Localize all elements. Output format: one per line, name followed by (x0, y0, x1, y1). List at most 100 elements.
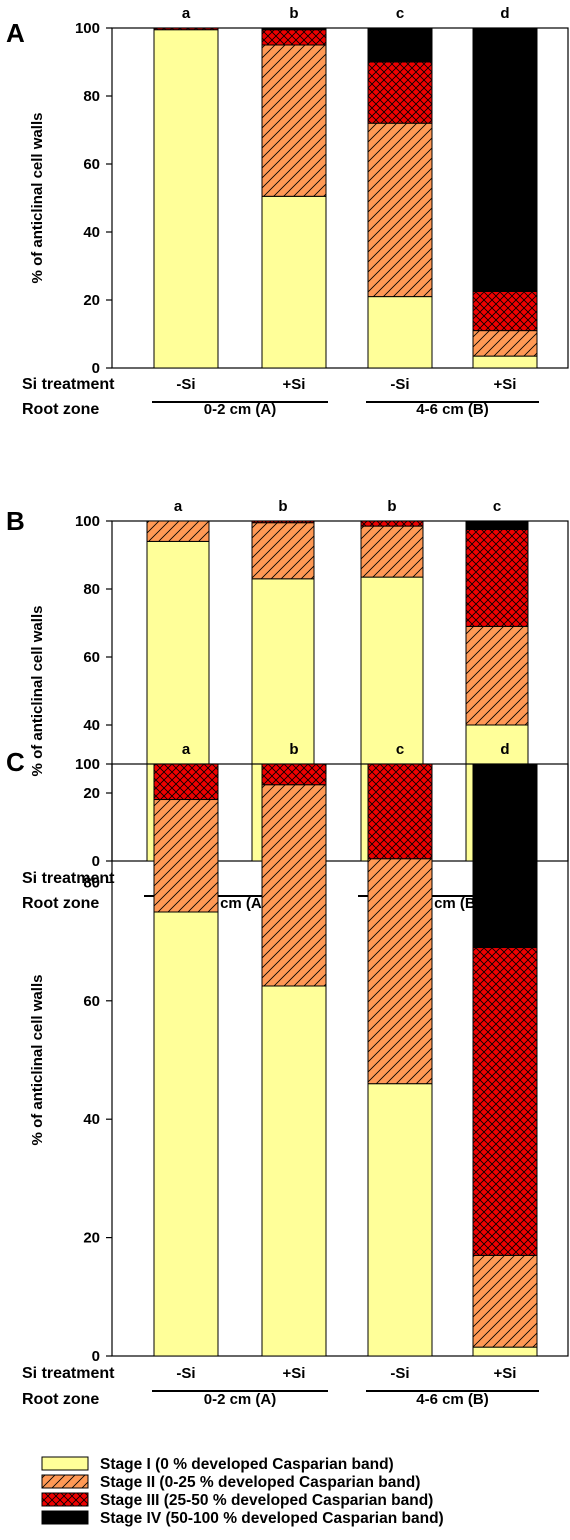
plot-frame (111, 520, 569, 862)
y-tick-label: 40 (83, 1111, 100, 1128)
significance-letter: d (500, 741, 509, 758)
chart-panels: A 0 20 40 60 80 100 % of anticlinal cell walls a… (6, 5, 569, 1408)
bar-segment-s2 (261, 784, 327, 987)
si-treatment-label: +Si (494, 376, 517, 393)
significance-letter: b (289, 741, 298, 758)
bar-segment-s3 (261, 29, 327, 46)
row-header-si-treatment: Si treatment (22, 870, 115, 887)
bar-segment-s3 (360, 520, 424, 527)
si-treatment-label: -Si (390, 1365, 409, 1382)
y-tick-label: 20 (83, 785, 100, 802)
row-header-root-zone: Root zone (22, 401, 99, 418)
bar-segment-s3 (251, 520, 315, 524)
legend-label: Stage III (25-50 % developed Casparian b… (100, 1492, 433, 1509)
significance-letter: b (387, 498, 396, 515)
bar-segment-s3 (367, 763, 433, 860)
y-tick-label: 60 (83, 156, 100, 173)
row-header-root-zone: Root zone (22, 895, 99, 912)
bar-segment-s1 (153, 911, 219, 1357)
y-tick-label: 60 (83, 649, 100, 666)
y-tick-label: 40 (83, 224, 100, 241)
y-tick-label: 0 (92, 360, 100, 377)
bar-segment-s3 (153, 763, 219, 801)
panel-label: A (6, 18, 25, 48)
y-tick-label: 80 (83, 581, 100, 598)
legend-swatch-s2 (41, 1474, 89, 1489)
plot-frame (111, 763, 569, 1357)
y-tick-label: 60 (83, 993, 100, 1010)
bar-segment-s3 (472, 291, 538, 332)
y-tick-label: 0 (92, 853, 100, 870)
bar-segment-s1 (472, 355, 538, 369)
y-tick-label: 20 (83, 292, 100, 309)
bar-segment-s2 (472, 330, 538, 357)
significance-letter: b (278, 498, 287, 515)
y-axis-title: % of anticlinal cell walls (29, 606, 46, 777)
legend-label: Stage IV (50-100 % developed Casparian b… (100, 1510, 444, 1527)
bar-segment-s2 (360, 525, 424, 578)
bar-segment-s1 (261, 985, 327, 1357)
bar-segment-s4 (465, 520, 529, 530)
si-treatment-label: +Si (283, 376, 306, 393)
si-treatment-label: -Si (390, 376, 409, 393)
bar-segment-s4 (472, 763, 538, 949)
bar-segment-s3 (465, 529, 529, 627)
si-treatment-label: +Si (283, 1365, 306, 1382)
significance-letter: c (396, 5, 404, 22)
panel-label: C (6, 747, 25, 777)
bar-segment-s1 (367, 1083, 433, 1357)
panel-label: B (6, 506, 25, 536)
legend-label: Stage I (0 % developed Casparian band) (100, 1456, 394, 1473)
bar-segment-s1 (261, 195, 327, 369)
legend-swatch-s4 (41, 1510, 89, 1525)
y-tick-label: 40 (83, 717, 100, 734)
si-treatment-label: +Si (494, 1365, 517, 1382)
bar-segment-s4 (472, 27, 538, 292)
significance-letter: a (182, 741, 191, 758)
bar-segment-s1 (472, 1346, 538, 1357)
y-tick-label: 20 (83, 1230, 100, 1247)
si-treatment-label: -Si (176, 376, 195, 393)
bar-segment-s4 (367, 27, 433, 63)
chart-panel-c: C 0 20 40 60 80 100 % of anticlinal cell walls a… (6, 741, 569, 1408)
y-tick-label: 100 (75, 513, 100, 530)
bar-segment-s2 (251, 522, 315, 580)
bar-segment-s1 (367, 296, 433, 369)
significance-letter: a (182, 5, 191, 22)
root-zone-label: 0-2 cm (A) (204, 1391, 277, 1408)
root-zone-label: 0-2 cm (A) (204, 401, 277, 418)
significance-letter: a (174, 498, 183, 515)
row-header-si-treatment: Si treatment (22, 1365, 115, 1382)
y-tick-label: 80 (83, 874, 100, 891)
significance-letter: d (500, 5, 509, 22)
plot-frame (111, 27, 569, 369)
y-tick-label: 100 (75, 756, 100, 773)
significance-letter: c (493, 498, 501, 515)
legend-swatch-s1 (41, 1456, 89, 1471)
legend-swatch-s3 (41, 1492, 89, 1507)
bar-segment-s3 (261, 763, 327, 786)
bar-segment-s1 (153, 29, 219, 369)
bar-segment-s2 (146, 520, 210, 542)
bar-segment-s2 (465, 625, 529, 726)
chart-panel-a: A 0 20 40 60 80 100 % of anticlinal cell walls a… (6, 5, 569, 418)
row-header-root-zone: Root zone (22, 1391, 99, 1408)
bar-segment-s4 (261, 27, 327, 31)
bar-segment-s2 (261, 44, 327, 197)
bar-segment-s2 (367, 858, 433, 1085)
bar-segment-s3 (367, 61, 433, 124)
chart-legend: Stage I (0 % developed Casparian band)St… (41, 1456, 444, 1527)
bar-segment-s3 (472, 947, 538, 1256)
si-treatment-label: -Si (176, 1365, 195, 1382)
significance-letter: c (396, 741, 404, 758)
bar-segment-s2 (153, 799, 219, 913)
y-axis-title: % of anticlinal cell walls (29, 113, 46, 284)
bar-segment-s2 (472, 1254, 538, 1348)
root-zone-label: 4-6 cm (B) (416, 401, 489, 418)
root-zone-label: 4-6 cm (B) (416, 1391, 489, 1408)
y-tick-label: 0 (92, 1348, 100, 1365)
row-header-si-treatment: Si treatment (22, 376, 115, 393)
legend-label: Stage II (0-25 % developed Casparian ban… (100, 1474, 420, 1491)
bar-segment-s2 (367, 122, 433, 298)
